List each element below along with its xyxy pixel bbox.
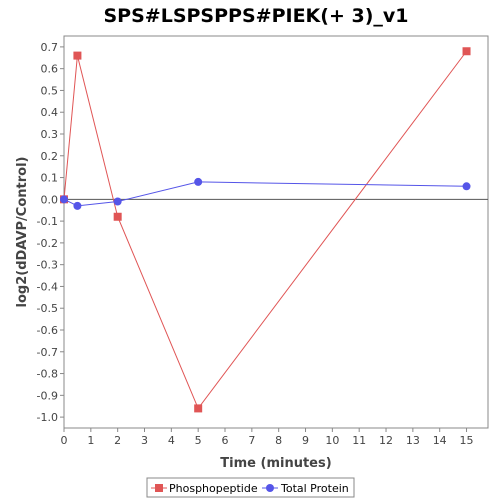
legend-box bbox=[146, 477, 355, 498]
y-tick-label: -0.7 bbox=[37, 346, 58, 359]
legend-total-protein-marker bbox=[266, 484, 274, 492]
x-tick-label: 11 bbox=[352, 434, 366, 447]
phosphopeptide-point bbox=[462, 47, 471, 56]
x-tick-label: 9 bbox=[302, 434, 309, 447]
x-tick-label: 12 bbox=[379, 434, 393, 447]
legend-total-protein-label: Total Protein bbox=[280, 482, 349, 495]
total-protein-point bbox=[462, 182, 471, 191]
plot-area bbox=[63, 35, 489, 429]
y-tick-label: 0.2 bbox=[41, 150, 59, 163]
total-protein-point bbox=[73, 201, 82, 210]
y-axis-label: log2(dDAVP/Control) bbox=[15, 157, 30, 308]
y-axis: 0.7 0.6 0.5 0.4 0.3 0.2 0.1 0.0 -0.1 -0.2 -0.3 -0.4… bbox=[37, 41, 64, 424]
total-protein-point bbox=[194, 177, 203, 186]
y-tick-label: -0.3 bbox=[37, 259, 58, 272]
x-tick-label: 10 bbox=[325, 434, 339, 447]
y-tick-label: 0.4 bbox=[41, 106, 59, 119]
phosphopeptide-point bbox=[73, 51, 82, 60]
y-tick-label: 0.5 bbox=[41, 84, 59, 97]
x-tick-label: 1 bbox=[87, 434, 94, 447]
x-axis: 0 1 2 3 4 5 6 7 8 9 10 11 12 13 14 15 bbox=[61, 428, 474, 447]
x-tick-label: 3 bbox=[141, 434, 148, 447]
total-protein-point bbox=[113, 197, 122, 206]
y-tick-label: 0.3 bbox=[41, 128, 59, 141]
phosphopeptide-point bbox=[113, 212, 122, 221]
y-tick-label: 0.1 bbox=[41, 172, 59, 185]
series-layer bbox=[60, 47, 471, 413]
legend-phosphopeptide-label: Phosphopeptide bbox=[169, 482, 258, 495]
y-tick-label: -1.0 bbox=[37, 411, 58, 424]
y-tick-label: -0.1 bbox=[37, 215, 58, 228]
y-tick-label: -0.8 bbox=[37, 368, 58, 381]
legend: Phosphopeptide Total Protein bbox=[146, 477, 355, 498]
x-tick-label: 6 bbox=[222, 434, 229, 447]
chart-title: SPS#LSPSPPS#PIEK(+ 3)_v1 bbox=[104, 5, 409, 27]
y-tick-label: -0.2 bbox=[37, 237, 58, 250]
y-tick-label: -0.9 bbox=[37, 389, 58, 402]
x-tick-label: 15 bbox=[460, 434, 474, 447]
y-tick-label: -0.5 bbox=[37, 302, 58, 315]
y-tick-label: 0.6 bbox=[41, 63, 59, 76]
x-tick-label: 4 bbox=[168, 434, 175, 447]
total-protein-point bbox=[60, 195, 68, 204]
y-tick-label: 0.7 bbox=[41, 41, 59, 54]
y-tick-label: -0.4 bbox=[37, 280, 58, 293]
x-axis-label: Time (minutes) bbox=[220, 456, 331, 471]
y-tick-label: -0.6 bbox=[37, 324, 58, 337]
x-tick-label: 14 bbox=[433, 434, 447, 447]
legend-phosphopeptide-marker bbox=[155, 484, 163, 492]
x-tick-label: 7 bbox=[248, 434, 255, 447]
x-tick-label: 0 bbox=[61, 434, 68, 447]
phosphopeptide-point bbox=[194, 404, 203, 413]
x-tick-label: 8 bbox=[275, 434, 282, 447]
x-tick-label: 5 bbox=[195, 434, 202, 447]
x-tick-label: 2 bbox=[114, 434, 121, 447]
x-tick-label: 13 bbox=[406, 434, 420, 447]
y-tick-label: 0.0 bbox=[41, 193, 59, 206]
